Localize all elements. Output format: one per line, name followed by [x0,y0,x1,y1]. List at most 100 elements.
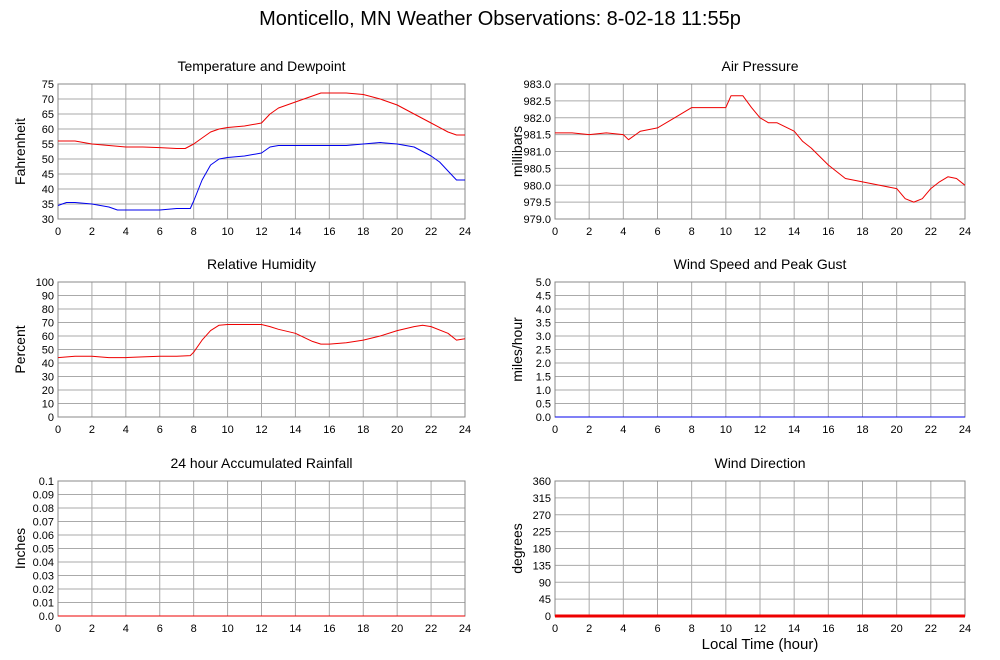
wind-ytick-label: 2.0 [536,358,551,370]
wind-xtick-label: 16 [822,424,834,436]
humidity-xtick-label: 14 [289,424,301,436]
rain-xtick-label: 18 [357,623,369,635]
humidity-ytick-label: 20 [42,385,54,397]
humidity-ytick-label: 80 [42,304,54,316]
temp-xtick-label: 20 [391,226,403,238]
pressure-chart: 0 2 4 6 8 10 12 14 16 18 20 22 24979.0979.5980.0980.… [509,58,971,238]
humidity-ytick-label: 60 [42,331,54,343]
wind-xtick-label: 8 [689,424,695,436]
humidity-ytick-label: 90 [42,291,54,303]
humidity-xtick-label: 10 [221,424,233,436]
direction-ytick-label: 135 [533,560,551,572]
humidity-ytick-label: 30 [42,372,54,384]
humidity-xtick-label: 0 [55,424,61,436]
pressure-ytick-label: 980.0 [523,180,551,192]
pressure-xtick-label: 22 [925,226,937,238]
direction-xtick-label: 18 [856,623,868,635]
direction-xtick-label: 4 [620,623,626,635]
temp-frame [57,83,466,220]
temp-ytick-label: 60 [42,124,54,136]
humidity-series-0-line [57,324,466,359]
rain-chart: 0 2 4 6 8 10 12 14 16 18 20 22 240.00.010.020.030.04… [12,455,471,635]
temp-y-axis-label: Fahrenheit [12,118,28,185]
pressure-series-0-line [555,95,966,203]
temp-ytick-label: 50 [42,154,54,166]
humidity-xtick-label: 22 [425,424,437,436]
humidity-xtick-label: 6 [157,424,163,436]
temp-title: Temperature and Dewpoint [177,58,345,74]
temp-ytick-label: 35 [42,199,54,211]
wind-ytick-label: 3.5 [536,318,551,330]
wind-xtick-label: 0 [552,424,558,436]
x-axis-title: Local Time (hour) [701,636,819,653]
pressure-xtick-label: 4 [620,226,626,238]
pressure-xtick-label: 14 [788,226,800,238]
wind-ytick-label: 1.5 [536,372,551,384]
direction-xtick-label: 22 [925,623,937,635]
direction-xtick-label: 20 [891,623,903,635]
rain-ytick-label: 0.08 [33,503,54,515]
wind-ytick-label: 0.0 [536,412,551,424]
page-title: Monticello, MN Weather Observations: 8-0… [259,8,741,30]
wind-xtick-label: 14 [788,424,800,436]
direction-xtick-label: 0 [552,623,558,635]
pressure-xtick-label: 2 [586,226,592,238]
wind-title: Wind Speed and Peak Gust [674,256,847,272]
pressure-y-axis-label: millibars [509,126,525,177]
pressure-ytick-label: 979.0 [523,214,551,226]
rain-xtick-label: 12 [255,623,267,635]
temp-xtick-label: 24 [459,226,471,238]
direction-ytick-label: 270 [533,510,551,522]
temp-ytick-label: 45 [42,169,54,181]
direction-ytick-label: 315 [533,493,551,505]
temp-series-0-line [58,92,465,149]
humidity-ytick-label: 10 [42,399,54,411]
pressure-ytick-label: 981.0 [523,147,551,159]
temp-ytick-label: 75 [42,79,54,91]
direction-ytick-label: 360 [533,476,551,488]
humidity-chart: 0 2 4 6 8 10 12 14 16 18 20 22 240102030405060708090… [12,256,471,436]
rain-xtick-label: 2 [89,623,95,635]
humidity-xtick-label: 2 [89,424,95,436]
pressure-xtick-label: 10 [720,226,732,238]
wind-xtick-label: 18 [856,424,868,436]
temp-xtick-label: 4 [123,226,129,238]
wind-ytick-label: 4.5 [536,291,551,303]
direction-xtick-label: 10 [720,623,732,635]
wind-xtick-label: 2 [586,424,592,436]
direction-xtick-label: 6 [654,623,660,635]
wind-ytick-label: 4.0 [536,304,551,316]
rain-ytick-label: 0.03 [33,571,54,583]
temp-xtick-label: 14 [289,226,301,238]
temp-series-1-line [57,142,465,211]
wind-xtick-label: 22 [925,424,937,436]
humidity-xtick-label: 20 [391,424,403,436]
rain-ytick-label: 0.06 [33,530,54,542]
rain-xtick-label: 14 [289,623,301,635]
wind-ytick-label: 1.0 [536,385,551,397]
humidity-ytick-label: 50 [42,345,54,357]
pressure-ytick-label: 982.5 [523,96,551,108]
rain-xtick-label: 20 [391,623,403,635]
wind-ytick-label: 5.0 [536,277,551,289]
direction-ytick-label: 45 [539,594,551,606]
direction-chart: 0 2 4 6 8 10 12 14 16 18 20 22 240459013518022527031… [509,455,971,635]
rain-xtick-label: 10 [221,623,233,635]
pressure-title: Air Pressure [721,58,798,74]
pressure-ytick-label: 981.5 [523,130,551,142]
humidity-ytick-label: 100 [36,277,54,289]
rain-xtick-label: 0 [55,623,61,635]
rain-ytick-label: 0.09 [33,490,54,502]
rain-xtick-label: 16 [323,623,335,635]
pressure-xtick-label: 6 [654,226,660,238]
rain-title: 24 hour Accumulated Rainfall [170,455,352,471]
temp-xtick-label: 16 [323,226,335,238]
rain-xtick-label: 8 [191,623,197,635]
humidity-ytick-label: 70 [42,318,54,330]
humidity-title: Relative Humidity [207,256,316,272]
rain-xtick-label: 24 [459,623,471,635]
wind-ytick-label: 2.5 [536,345,551,357]
direction-xtick-label: 16 [822,623,834,635]
direction-xtick-label: 24 [959,623,971,635]
rain-ytick-label: 0.05 [33,544,54,556]
